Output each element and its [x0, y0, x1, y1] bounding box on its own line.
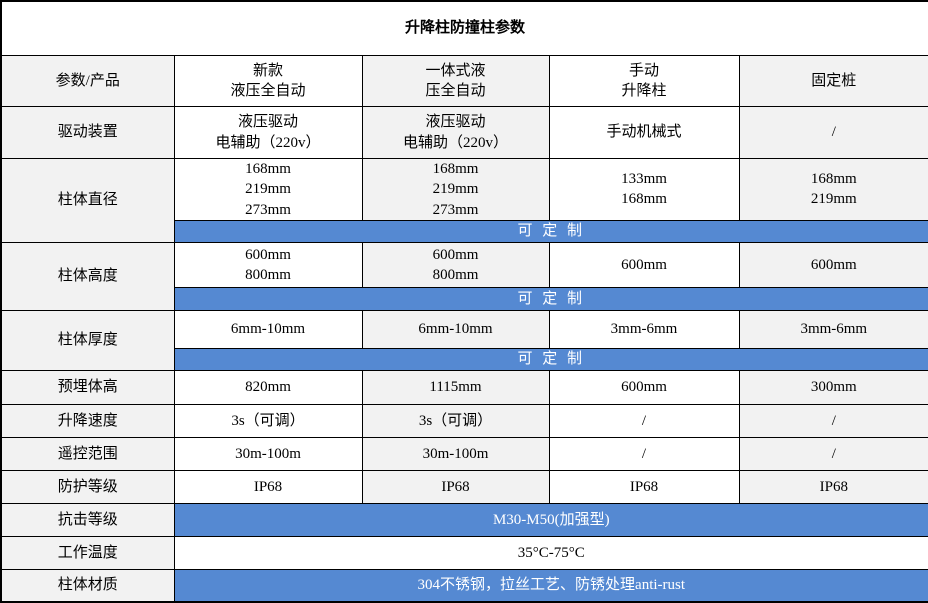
- cell-embedded-1: 820mm: [173, 369, 363, 405]
- cell-diameter-4: 168mm 219mm: [738, 158, 928, 221]
- header-product-4: 固定桩: [738, 55, 928, 107]
- row-label-drive: 驱动装置: [0, 106, 175, 159]
- cell-height-2: 600mm 800mm: [361, 241, 550, 288]
- cell-protection-4: IP68: [738, 469, 928, 504]
- header-product-1: 新款 液压全自动: [173, 55, 363, 107]
- cell-remote-1: 30m-100m: [173, 436, 363, 471]
- customizable-band-thickness: 可 定 制: [173, 347, 928, 371]
- cell-embedded-4: 300mm: [738, 369, 928, 405]
- cell-drive-2: 液压驱动 电辅助（220v）: [361, 106, 550, 159]
- cell-protection-3: IP68: [548, 469, 740, 504]
- cell-thickness-3: 3mm-6mm: [548, 309, 740, 349]
- cell-thickness-1: 6mm-10mm: [173, 309, 363, 349]
- temperature-range-cell: 35°C-75°C: [173, 535, 928, 570]
- cell-remote-4: /: [738, 436, 928, 471]
- table-title: 升降柱防撞柱参数: [0, 0, 928, 56]
- material-band: 304不锈钢，拉丝工艺、防锈处理anti-rust: [173, 568, 928, 603]
- cell-drive-1: 液压驱动 电辅助（220v）: [173, 106, 363, 159]
- cell-embedded-2: 1115mm: [361, 369, 550, 405]
- cell-thickness-4: 3mm-6mm: [738, 309, 928, 349]
- cell-drive-3: 手动机械式: [548, 106, 740, 159]
- cell-speed-1: 3s（可调）: [173, 403, 363, 438]
- cell-drive-4: /: [738, 106, 928, 159]
- cell-height-1: 600mm 800mm: [173, 241, 363, 288]
- cell-height-3: 600mm: [548, 241, 740, 288]
- cell-speed-3: /: [548, 403, 740, 438]
- customizable-band-height: 可 定 制: [173, 286, 928, 311]
- row-label-thickness: 柱体厚度: [0, 309, 175, 371]
- cell-diameter-3: 133mm 168mm: [548, 158, 740, 221]
- row-label-impact: 抗击等级: [0, 502, 175, 537]
- header-corner: 参数/产品: [0, 55, 175, 107]
- cell-remote-2: 30m-100m: [361, 436, 550, 471]
- row-label-temperature: 工作温度: [0, 535, 175, 570]
- header-product-3: 手动 升降柱: [548, 55, 740, 107]
- impact-rating-band: M30-M50(加强型): [173, 502, 928, 537]
- cell-thickness-2: 6mm-10mm: [361, 309, 550, 349]
- cell-embedded-3: 600mm: [548, 369, 740, 405]
- customizable-band-diameter: 可 定 制: [173, 219, 928, 243]
- row-label-protection: 防护等级: [0, 469, 175, 504]
- row-label-embedded-height: 预埋体高: [0, 369, 175, 405]
- header-product-2: 一体式液 压全自动: [361, 55, 550, 107]
- cell-protection-2: IP68: [361, 469, 550, 504]
- cell-speed-4: /: [738, 403, 928, 438]
- row-label-diameter: 柱体直径: [0, 158, 175, 243]
- cell-diameter-1: 168mm 219mm 273mm: [173, 158, 363, 221]
- row-label-remote-range: 遥控范围: [0, 436, 175, 471]
- row-label-lift-speed: 升降速度: [0, 403, 175, 438]
- cell-height-4: 600mm: [738, 241, 928, 288]
- cell-diameter-2: 168mm 219mm 273mm: [361, 158, 550, 221]
- cell-speed-2: 3s（可调）: [361, 403, 550, 438]
- cell-protection-1: IP68: [173, 469, 363, 504]
- row-label-material: 柱体材质: [0, 568, 175, 603]
- cell-remote-3: /: [548, 436, 740, 471]
- row-label-height: 柱体高度: [0, 241, 175, 311]
